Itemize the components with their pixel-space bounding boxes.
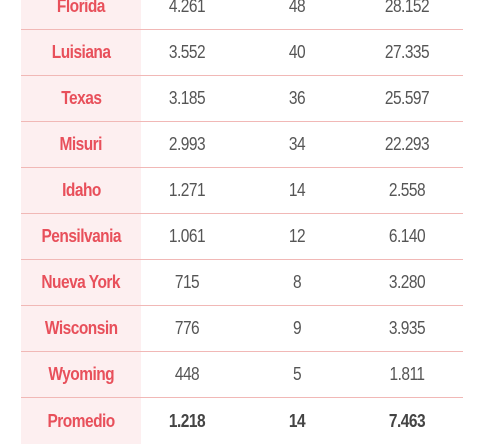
data-table: Florida 4.261 48 28.152 Luisiana 3.552 4… bbox=[21, 0, 463, 444]
value-cell-2: 5 bbox=[292, 364, 302, 384]
state-name-cell: Florida bbox=[21, 0, 141, 29]
state-name-cell: Pensilvania bbox=[21, 214, 141, 259]
value-cell-3: 25.597 bbox=[384, 88, 430, 108]
value-cell-2: 12 bbox=[288, 226, 306, 246]
state-name: Luisiana bbox=[51, 42, 111, 62]
state-name: Wisconsin bbox=[44, 318, 118, 338]
state-name-cell: Luisiana bbox=[21, 30, 141, 75]
state-name: Texas bbox=[60, 88, 102, 108]
value-cell-2: 48 bbox=[288, 0, 306, 16]
value-cell-2: 9 bbox=[292, 318, 302, 338]
state-name-cell: Texas bbox=[21, 76, 141, 121]
value-cell-2: 36 bbox=[288, 88, 306, 108]
value-cell-2: 40 bbox=[288, 42, 306, 62]
value-cell-3: 3.280 bbox=[388, 272, 426, 292]
summary-label-cell: Promedio bbox=[21, 398, 141, 444]
value-cell-1: 1.271 bbox=[168, 180, 206, 200]
state-name: Nueva York bbox=[41, 272, 121, 292]
value-cell-1: 3.185 bbox=[168, 88, 206, 108]
value-cell-1: 2.993 bbox=[168, 134, 206, 154]
value-cell-2: 14 bbox=[288, 180, 306, 200]
summary-value-1: 1.218 bbox=[168, 410, 206, 431]
summary-label: Promedio bbox=[47, 410, 115, 431]
value-cell-1: 1.061 bbox=[168, 226, 206, 246]
state-name: Idaho bbox=[61, 180, 101, 200]
summary-value-3: 7.463 bbox=[388, 410, 426, 431]
table-row: Nueva York 715 8 3.280 bbox=[21, 260, 463, 306]
state-name-cell: Nueva York bbox=[21, 260, 141, 305]
value-cell-1: 715 bbox=[174, 272, 200, 292]
table-row: Florida 4.261 48 28.152 bbox=[21, 0, 463, 30]
state-name: Wyoming bbox=[48, 364, 114, 384]
value-cell-3: 3.935 bbox=[388, 318, 426, 338]
state-name-cell: Misuri bbox=[21, 122, 141, 167]
value-cell-1: 3.552 bbox=[168, 42, 206, 62]
value-cell-2: 8 bbox=[292, 272, 302, 292]
table-row: Texas 3.185 36 25.597 bbox=[21, 76, 463, 122]
state-name-cell: Wisconsin bbox=[21, 306, 141, 351]
table-row: Misuri 2.993 34 22.293 bbox=[21, 122, 463, 168]
table-row: Pensilvania 1.061 12 6.140 bbox=[21, 214, 463, 260]
value-cell-3: 1.811 bbox=[389, 364, 425, 384]
state-name: Misuri bbox=[59, 134, 103, 154]
state-name-cell: Wyoming bbox=[21, 352, 141, 397]
value-cell-1: 4.261 bbox=[168, 0, 206, 16]
value-cell-2: 34 bbox=[288, 134, 306, 154]
value-cell-3: 22.293 bbox=[384, 134, 430, 154]
state-name: Pensilvania bbox=[41, 226, 121, 246]
table-row: Wisconsin 776 9 3.935 bbox=[21, 306, 463, 352]
table-row: Idaho 1.271 14 2.558 bbox=[21, 168, 463, 214]
state-name-cell: Idaho bbox=[21, 168, 141, 213]
table-row: Luisiana 3.552 40 27.335 bbox=[21, 30, 463, 76]
state-name: Florida bbox=[57, 0, 106, 16]
value-cell-3: 27.335 bbox=[384, 42, 430, 62]
value-cell-3: 2.558 bbox=[388, 180, 426, 200]
summary-value-2: 14 bbox=[288, 410, 306, 431]
table-row: Wyoming 448 5 1.811 bbox=[21, 352, 463, 398]
value-cell-3: 28.152 bbox=[384, 0, 430, 16]
value-cell-3: 6.140 bbox=[388, 226, 426, 246]
value-cell-1: 776 bbox=[174, 318, 200, 338]
summary-row: Promedio 1.218 14 7.463 bbox=[21, 398, 463, 444]
value-cell-1: 448 bbox=[174, 364, 200, 384]
